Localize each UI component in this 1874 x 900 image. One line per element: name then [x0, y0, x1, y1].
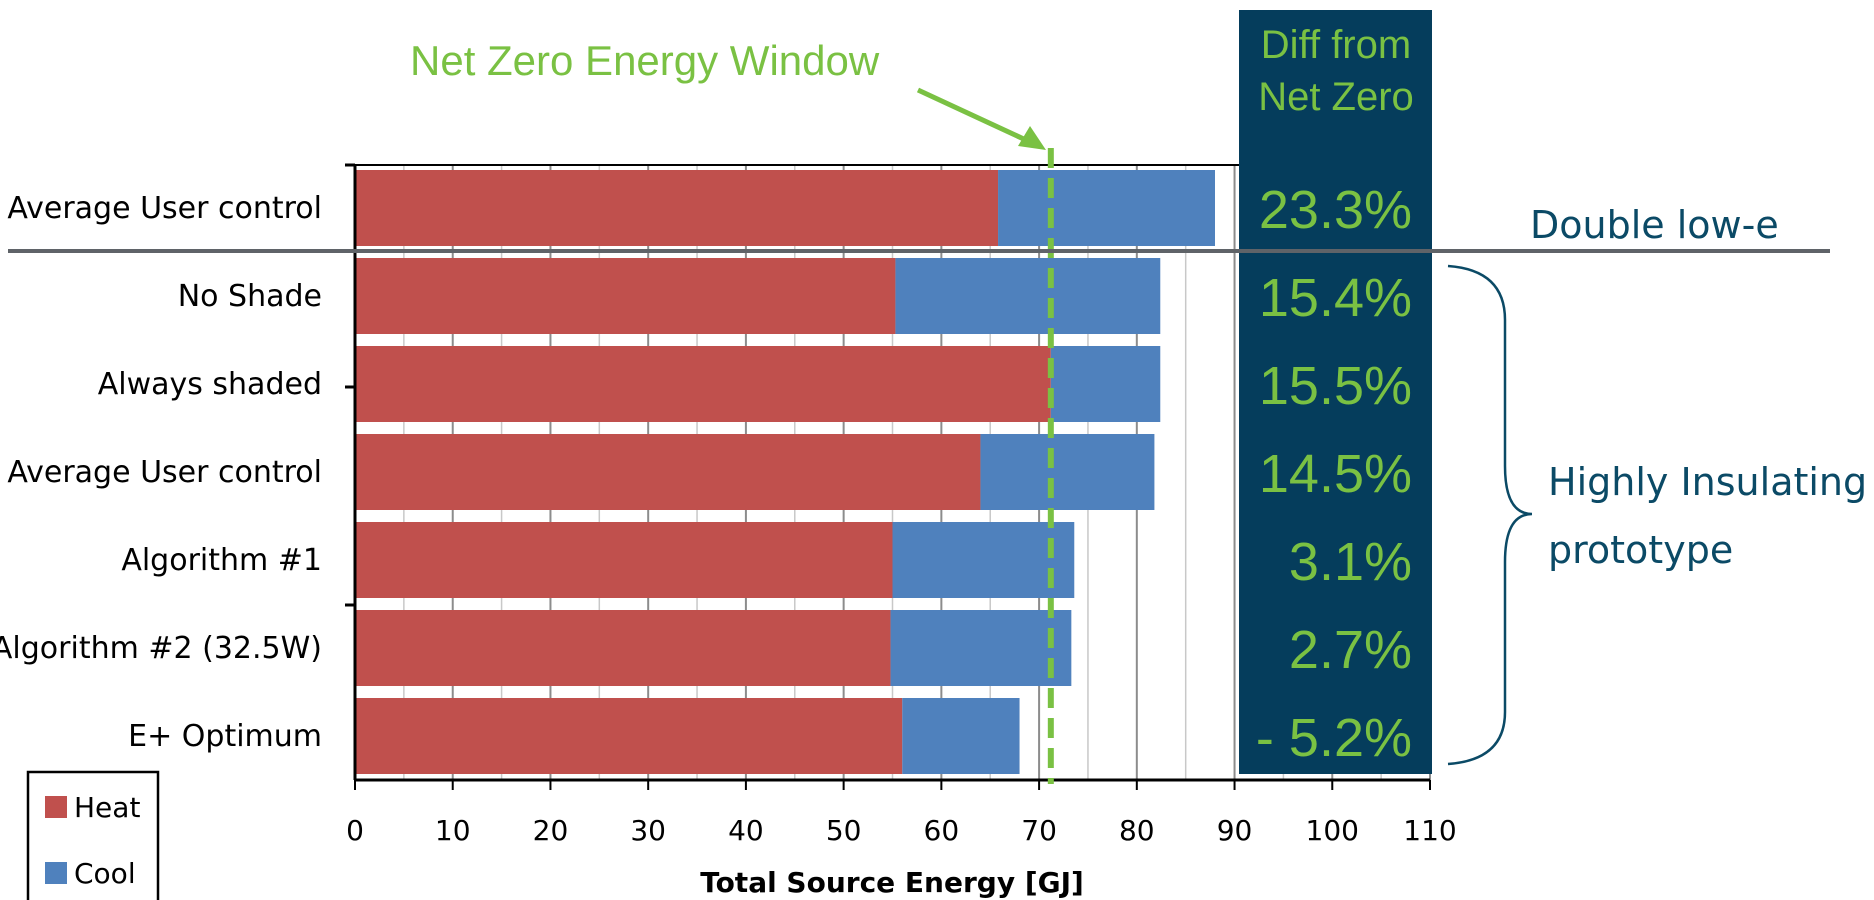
bar-heat-6	[355, 698, 903, 774]
x-tick-label-20: 20	[533, 814, 569, 847]
net-zero-arrow-head	[1018, 126, 1046, 150]
category-label-1: No Shade	[178, 279, 322, 314]
x-tick-label-30: 30	[630, 814, 666, 847]
x-tick-label-110: 110	[1403, 814, 1456, 847]
bar-cool-1	[895, 258, 1161, 334]
x-tick-label-90: 90	[1217, 814, 1253, 847]
x-tick-label-10: 10	[435, 814, 471, 847]
bar-heat-1	[355, 258, 896, 334]
x-tick-label-60: 60	[924, 814, 960, 847]
group-label-1-line-0: Highly Insulating	[1548, 460, 1867, 504]
diff-panel-background	[1239, 10, 1432, 774]
legend-label-heat: Heat	[74, 791, 140, 824]
x-tick-label-0: 0	[346, 814, 364, 847]
diff-panel: Diff from Net Zero 23.3% 15.4% 15.5% 14.5% 3.1…	[1239, 10, 1432, 774]
legend-swatch-heat	[45, 796, 67, 818]
bar-heat-2	[355, 346, 1051, 422]
diff-value-3: 14.5%	[1259, 444, 1412, 504]
x-tick-label-40: 40	[728, 814, 764, 847]
bar-cool-2	[1050, 346, 1161, 422]
category-label-4: Algorithm #1	[121, 543, 322, 578]
legend-label-cool: Cool	[74, 857, 136, 890]
diff-header-line-0: Diff from	[1261, 23, 1411, 67]
x-axis-title: Total Source Energy [GJ]	[700, 866, 1084, 899]
net-zero-label: Net Zero Energy Window	[410, 37, 880, 84]
category-label-5: Algorithm #2 (32.5W)	[0, 631, 322, 666]
category-label-0: Average User control	[7, 191, 322, 226]
legend: Heat Cool	[26, 770, 160, 900]
diff-value-4: 3.1%	[1289, 532, 1412, 592]
category-labels: Average User control No Shade Always shade…	[0, 191, 322, 754]
x-tick-label-100: 100	[1306, 814, 1359, 847]
category-label-3: Average User control	[7, 455, 322, 490]
bar-cool-3	[980, 434, 1155, 510]
x-tick-label-50: 50	[826, 814, 862, 847]
category-label-2: Always shaded	[98, 367, 322, 402]
category-label-6: E+ Optimum	[128, 719, 322, 754]
x-tick-label-70: 70	[1021, 814, 1057, 847]
diff-value-2: 15.5%	[1259, 356, 1412, 416]
axis-layer: 0 10 20 30 40 50 60 70 80 90 100 110 Total Source En…	[345, 163, 1457, 899]
bar-cool-0	[998, 170, 1215, 246]
diff-value-6: - 5.2%	[1256, 708, 1412, 768]
net-zero-arrow-shaft	[916, 87, 1030, 144]
diff-value-1: 15.4%	[1259, 268, 1412, 328]
legend-swatch-cool	[45, 862, 67, 884]
annotations: Net Zero Energy Window Double low-e Highly…	[8, 37, 1867, 784]
group-brace	[1447, 264, 1533, 766]
bar-heat-4	[355, 522, 893, 598]
bar-heat-5	[355, 610, 891, 686]
bar-heat-0	[355, 170, 999, 246]
diff-value-5: 2.7%	[1289, 620, 1412, 680]
x-tick-label-80: 80	[1119, 814, 1155, 847]
bar-layer	[355, 170, 1215, 774]
bar-heat-3	[355, 434, 981, 510]
diff-value-0: 23.3%	[1259, 180, 1412, 240]
group-label-1-line-1: prototype	[1548, 528, 1733, 572]
bar-cool-6	[902, 698, 1020, 774]
group-label-0: Double low-e	[1530, 203, 1779, 247]
bar-cool-4	[892, 522, 1075, 598]
diff-header-line-1: Net Zero	[1258, 75, 1414, 119]
bar-cool-5	[890, 610, 1072, 686]
